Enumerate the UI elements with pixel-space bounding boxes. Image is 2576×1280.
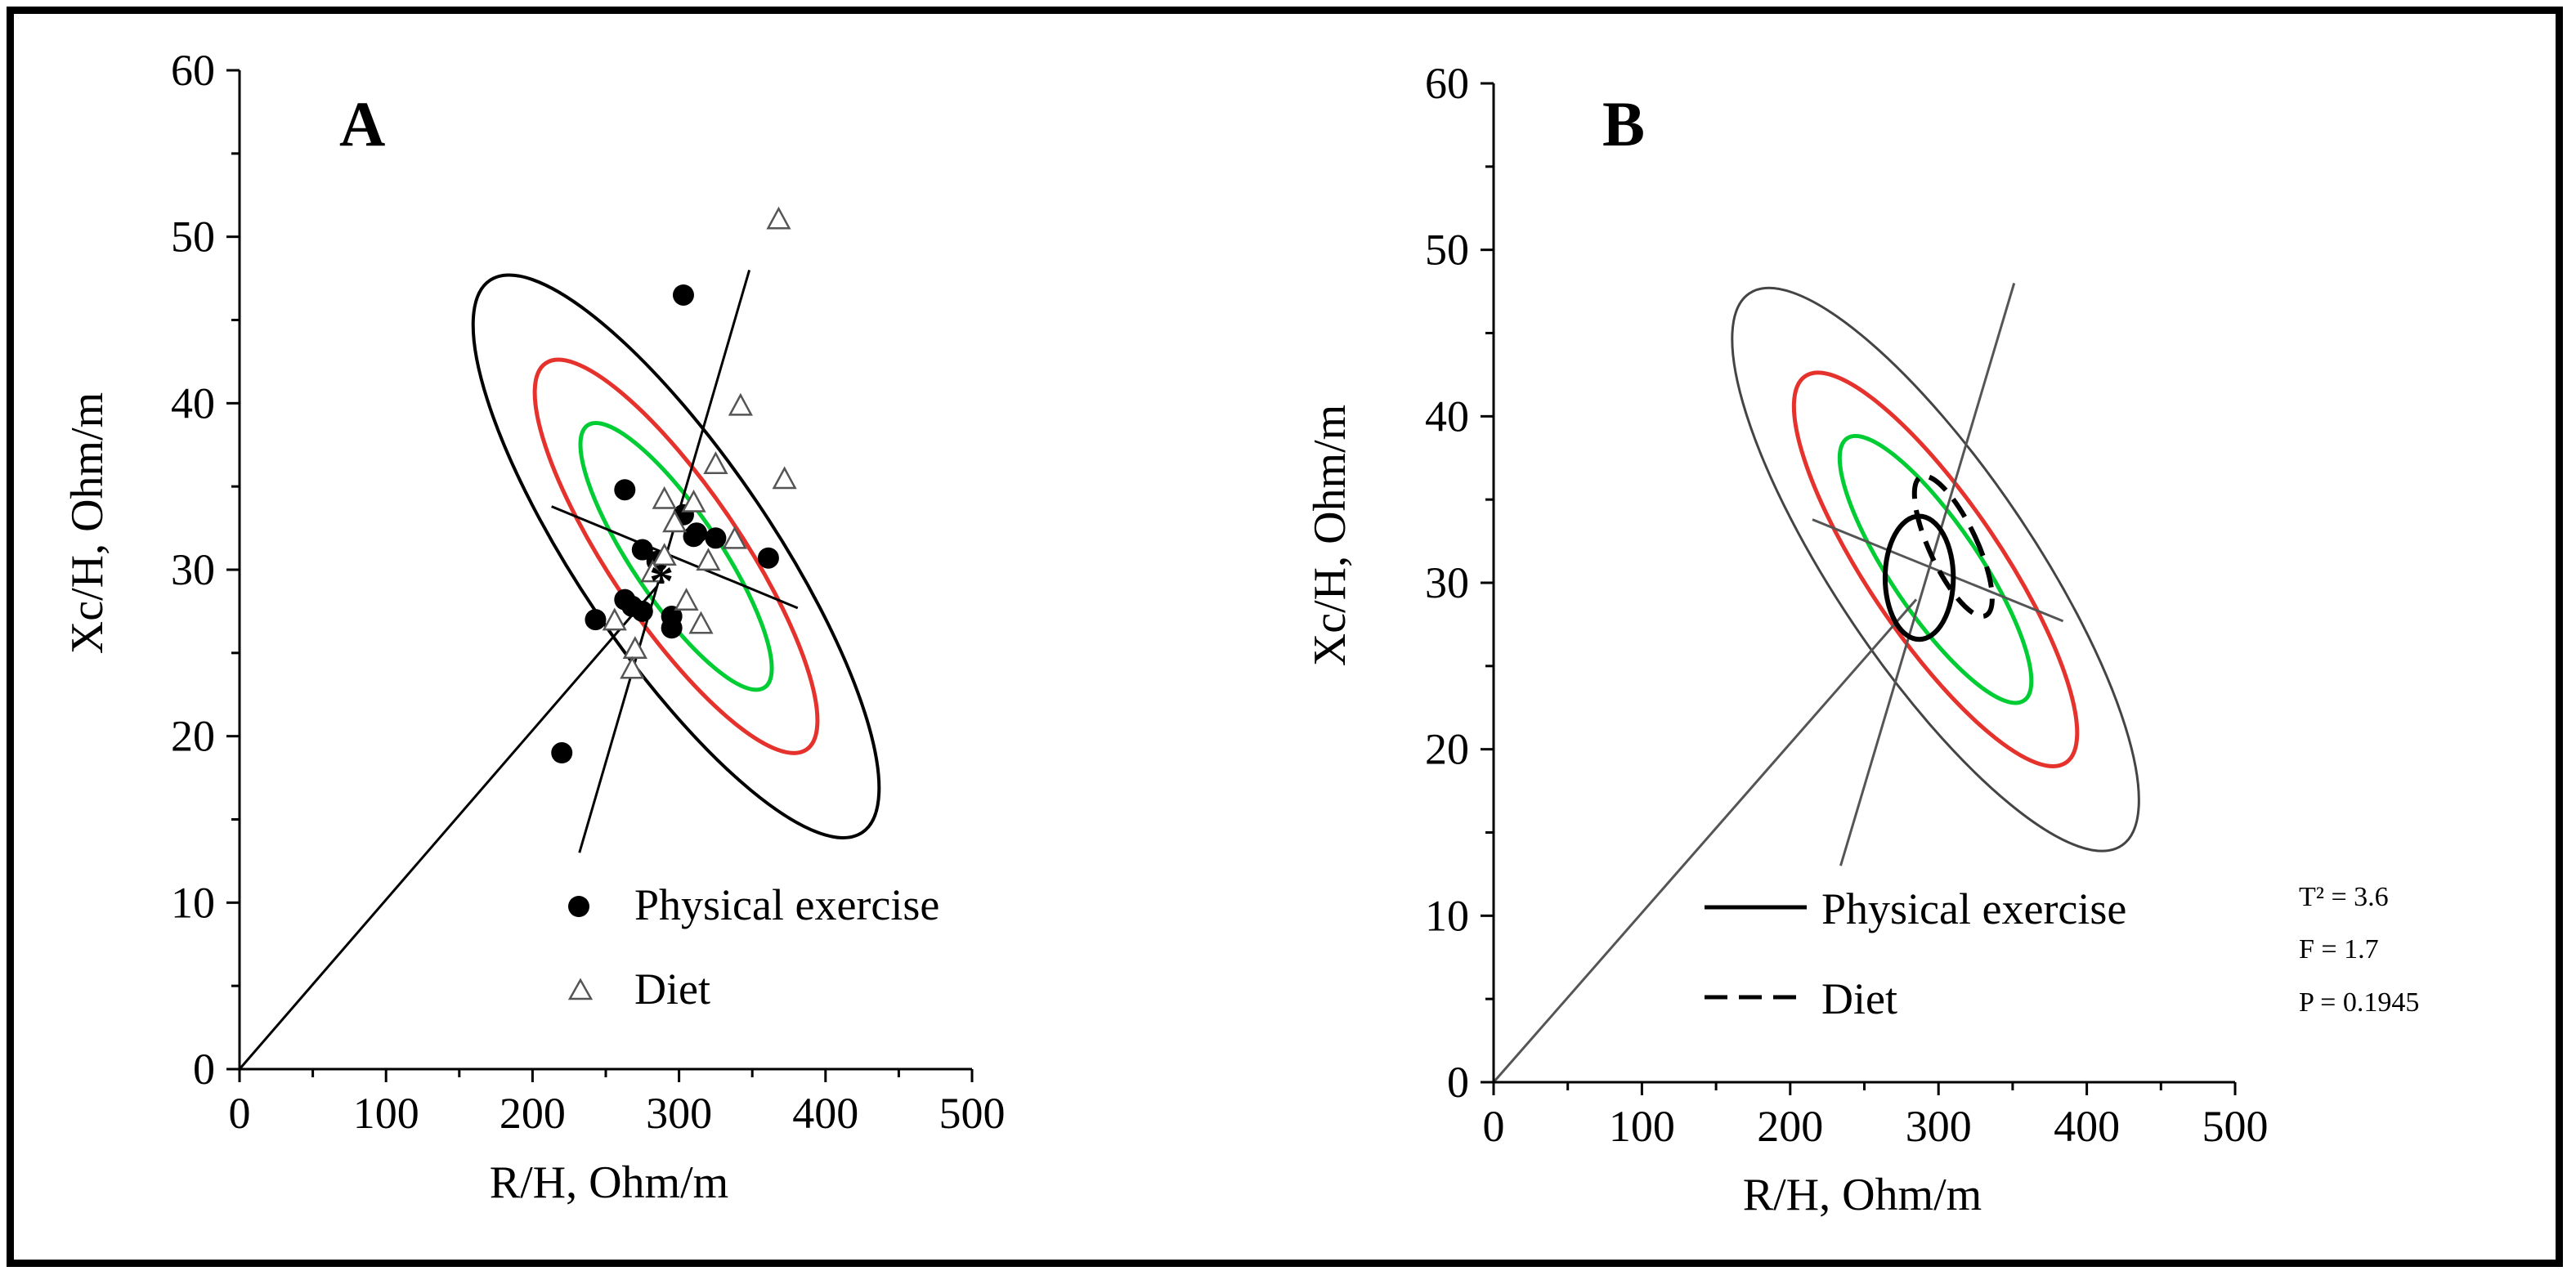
physical-exercise-point <box>551 742 573 764</box>
panel-b-y-tick-label: 0 <box>1447 1058 1469 1107</box>
panel-b-x-axis-label: R/H, Ohm/m <box>1743 1170 1982 1220</box>
legend-physical-exercise-marker <box>568 896 589 917</box>
stats-t2: T² = 3.6 <box>2299 882 2389 912</box>
panel-a-y-axis-label: Xc/H, Ohm/m <box>62 392 113 654</box>
panel-a-x-tick-label: 200 <box>500 1089 566 1138</box>
panel-b-y-tick-label: 40 <box>1425 392 1469 441</box>
panel-b-axis-line <box>1839 282 2016 866</box>
panel-b-x-tick-label: 200 <box>1757 1102 1823 1151</box>
panel-a-x-tick-label: 300 <box>646 1089 712 1138</box>
physical-exercise-point <box>631 539 653 561</box>
panel-b-ellipse-50 <box>1837 433 2034 705</box>
panel-b-axis-line <box>1492 598 1918 1083</box>
diet-point <box>722 526 747 549</box>
panel-a-label: A <box>339 88 385 159</box>
panel-b-x-tick-label: 400 <box>2054 1102 2120 1151</box>
panel-a-y-tick-label: 50 <box>171 213 215 262</box>
panel-b-label: B <box>1602 88 1645 159</box>
panel-b-y-tick-label: 20 <box>1425 725 1469 774</box>
diet-point <box>640 559 665 583</box>
panel-b-y-tick-label: 30 <box>1425 558 1469 607</box>
diet-point <box>688 611 714 634</box>
diet-point <box>620 656 645 679</box>
diet-point <box>703 451 728 474</box>
physical-exercise-point <box>705 527 727 549</box>
panel-a-axis-line <box>551 505 799 610</box>
panel-b-x-tick-label: 300 <box>1906 1102 1972 1151</box>
panel-b-ellipse-75 <box>1791 370 2080 768</box>
panel-a-ellipse-95 <box>471 273 881 839</box>
panel-b-axis-line <box>1812 518 2064 623</box>
diet-point <box>772 466 797 490</box>
diet-point <box>681 489 706 512</box>
physical-exercise-point <box>661 617 683 639</box>
diet-point <box>696 548 721 571</box>
legend-diet-label: Diet <box>634 964 710 1014</box>
panel-b-x-tick-label: 500 <box>2202 1102 2269 1151</box>
panel-b-y-tick-label: 60 <box>1425 59 1469 108</box>
panel-a-x-tick-label: 100 <box>353 1089 419 1138</box>
panel-b-x-tick-label: 0 <box>1483 1102 1505 1151</box>
diet-point <box>662 509 688 533</box>
legend-physical-exercise-label: Physical exercise <box>1821 884 2126 933</box>
diet-point <box>602 607 627 631</box>
diet-point <box>652 543 677 566</box>
panel-b: 0 100 200 300 400 500 0 10 20 30 40 50 60 B R/H, Ohm… <box>1305 59 2419 1220</box>
panel-a-y-tick-label: 10 <box>171 878 215 927</box>
diet-point <box>728 392 753 416</box>
panel-b-y-tick-label: 50 <box>1425 226 1469 275</box>
physical-exercise-point <box>585 609 607 631</box>
diet-point <box>674 588 699 611</box>
physical-exercise-point <box>672 284 694 306</box>
stats-f: F = 1.7 <box>2299 934 2379 964</box>
legend-diet-marker <box>567 978 594 1000</box>
legend-diet-label: Diet <box>1821 974 1897 1023</box>
physical-exercise-point <box>631 600 653 622</box>
mean-marker: * <box>649 554 674 608</box>
physical-exercise-point <box>686 522 708 544</box>
panel-a-y-tick-label: 40 <box>171 378 215 427</box>
panel-a-x-tick-label: 500 <box>939 1089 1006 1138</box>
panel-a-y-tick-label: 30 <box>171 545 215 594</box>
diet-confidence-ellipse <box>1911 473 1995 619</box>
figure-frame <box>7 7 2563 1267</box>
stats-p: P = 0.1945 <box>2299 987 2419 1018</box>
panel-a-x-tick-label: 0 <box>229 1089 251 1138</box>
panel-a: * 0 100 200 300 400 500 0 10 20 30 40 50 60 A R/H, O… <box>62 46 1006 1208</box>
panel-b-ellipse-95 <box>1731 286 2140 853</box>
panel-a-y-tick-label: 60 <box>171 46 215 95</box>
diet-point <box>622 636 647 660</box>
panel-b-x-tick-label: 100 <box>1609 1102 1675 1151</box>
panel-a-x-tick-label: 400 <box>792 1089 858 1138</box>
diet-point <box>652 486 677 509</box>
legend-physical-exercise-label: Physical exercise <box>634 880 939 929</box>
physical-exercise-point <box>757 547 779 569</box>
physical-exercise-point <box>614 479 636 501</box>
panel-a-x-axis-label: R/H, Ohm/m <box>490 1157 728 1208</box>
panel-a-axis-line <box>238 585 658 1070</box>
panel-a-y-tick-label: 0 <box>193 1045 215 1094</box>
diet-point <box>766 206 791 230</box>
panel-a-y-tick-label: 20 <box>171 712 215 761</box>
panel-b-y-tick-label: 10 <box>1425 891 1469 940</box>
panel-b-y-axis-label: Xc/H, Ohm/m <box>1305 405 1355 666</box>
